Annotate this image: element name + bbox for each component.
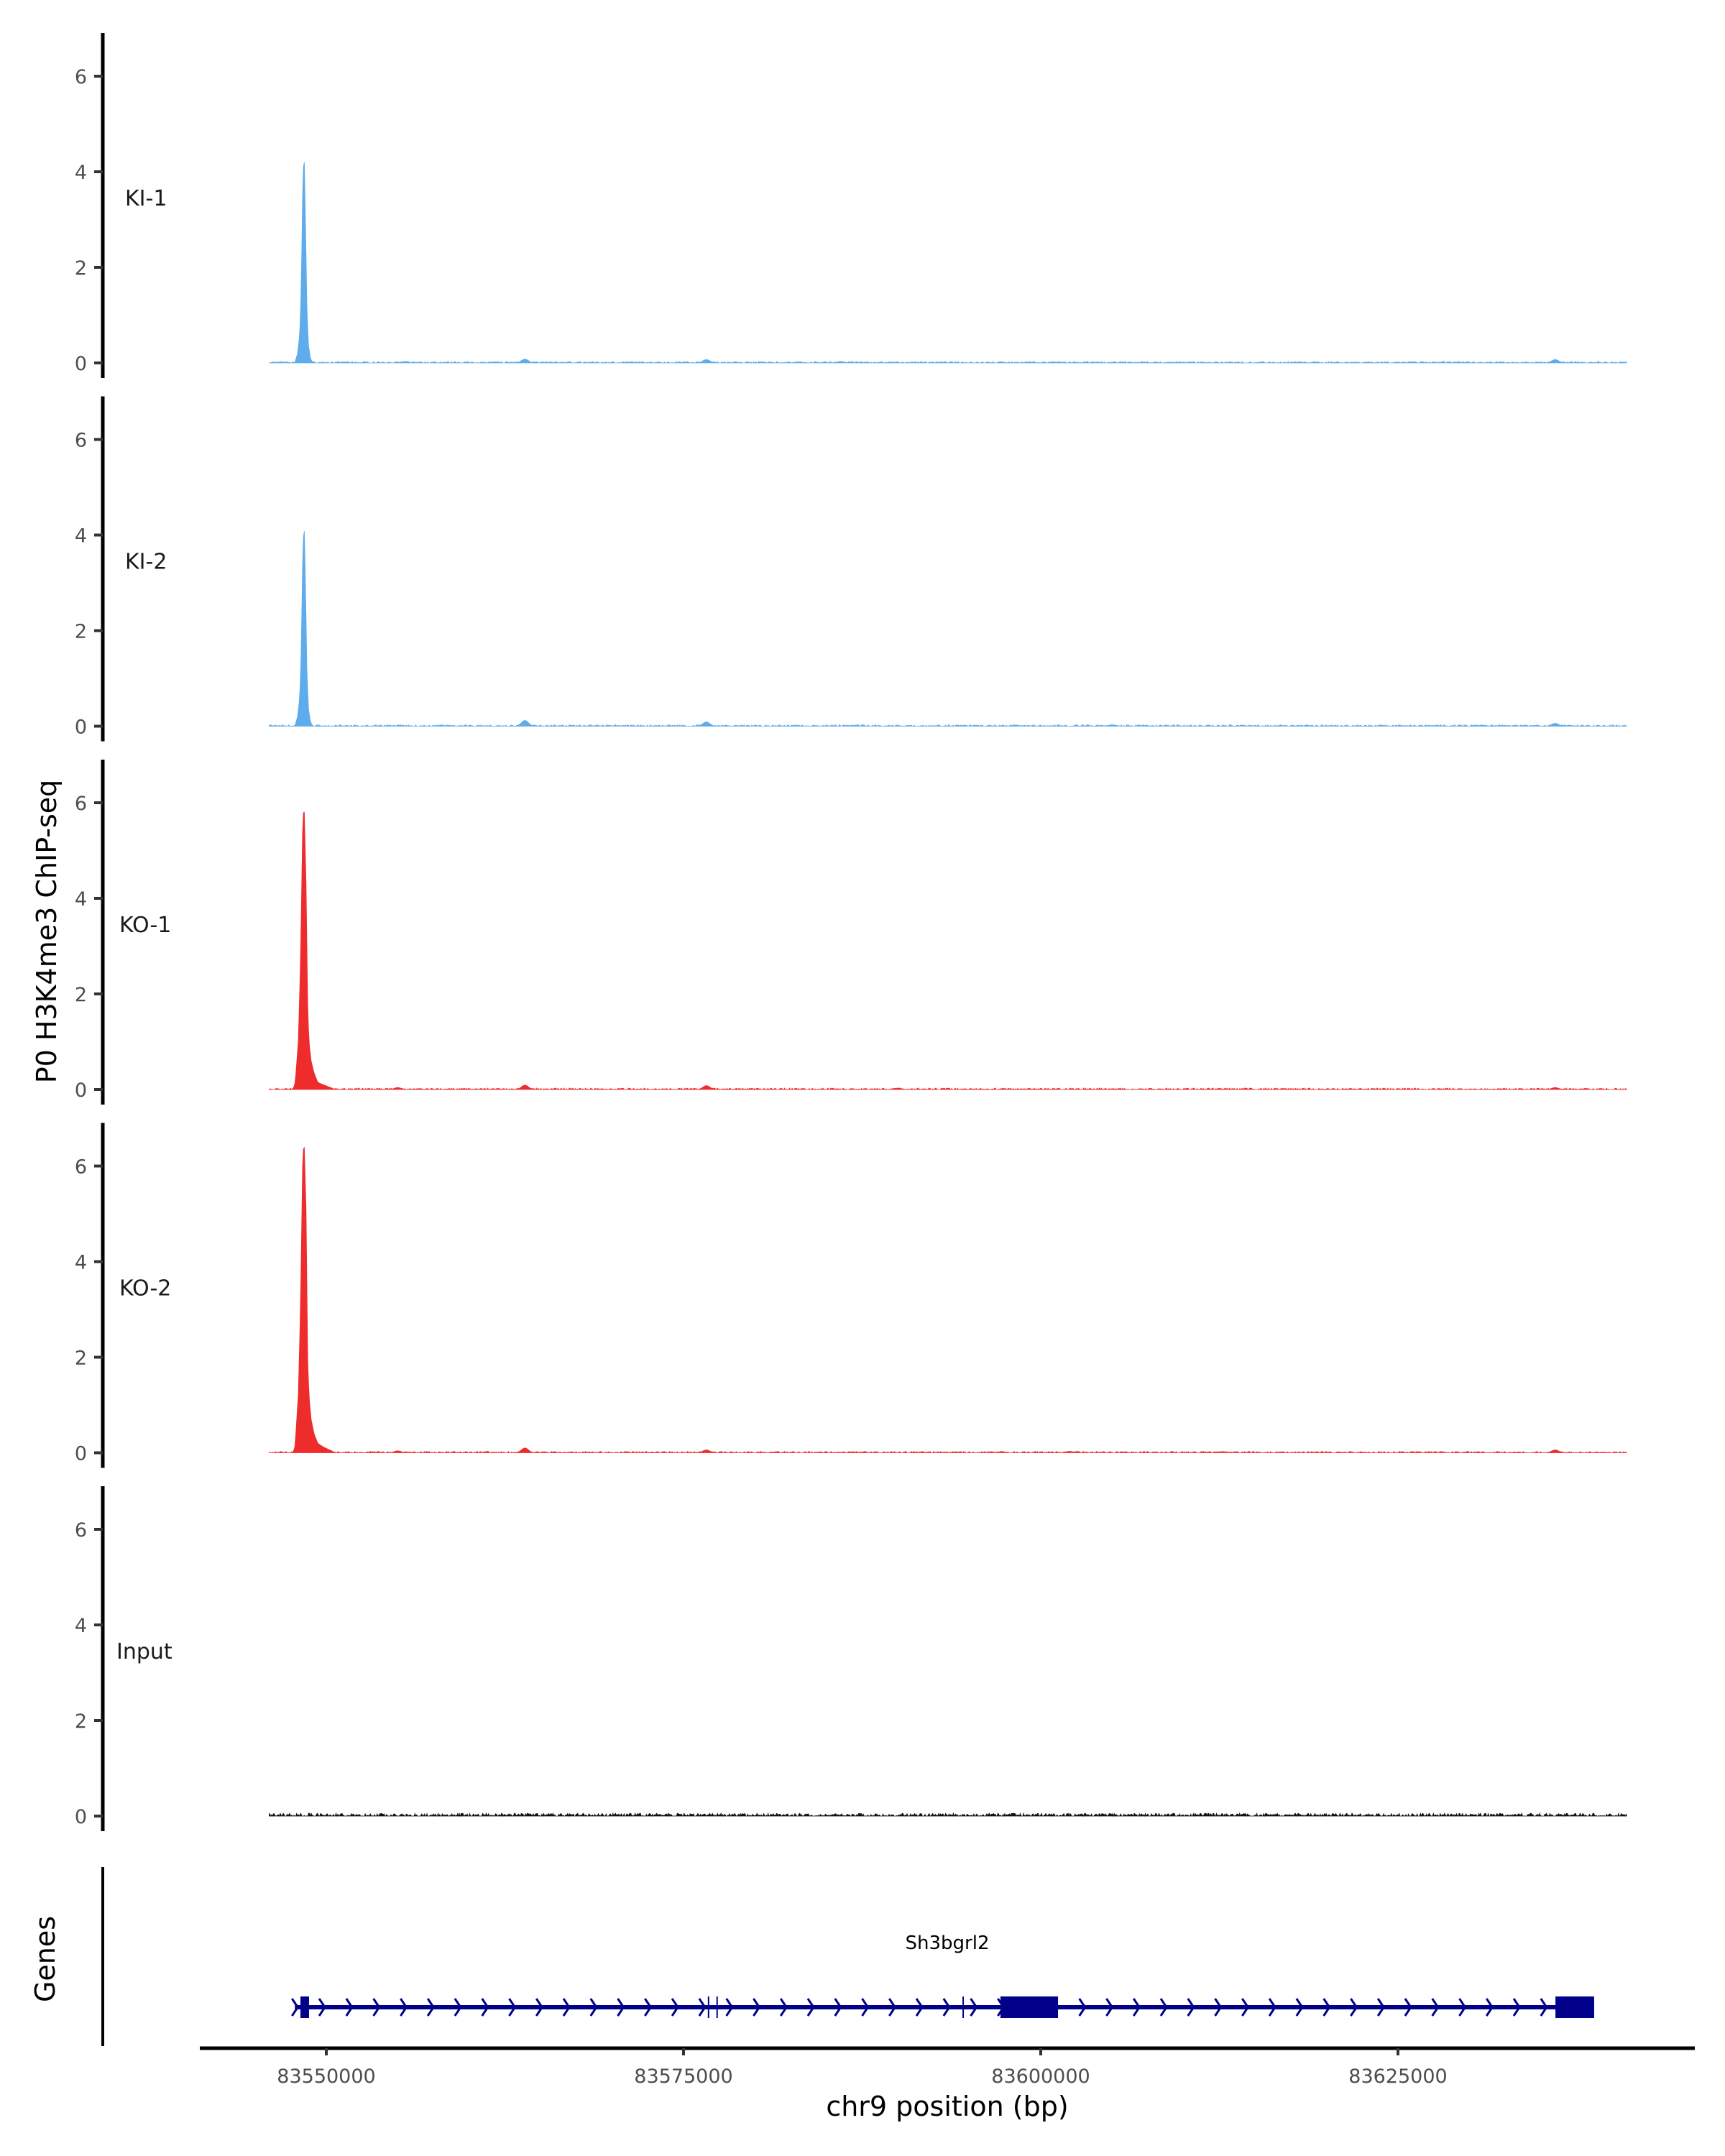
strand-arrow-icon: [1322, 1998, 1331, 2017]
y-tick-label: 2: [75, 1710, 87, 1733]
track-panel-ki-1: 0 2 4 6 KI-1: [75, 33, 1627, 378]
signal-area-ko-1: [269, 811, 1627, 1090]
strand-arrow-icon: [481, 1998, 489, 2017]
y-tick-label: 4: [75, 1252, 87, 1274]
strand-arrow-icon: [1350, 1998, 1358, 2017]
y-tick-label: 6: [75, 1156, 87, 1179]
y-tick-label: 6: [75, 430, 87, 452]
strand-arrow-icon: [806, 1998, 815, 2017]
strand-arrow-icon: [1295, 1998, 1304, 2017]
strand-arrow-icon: [1241, 1998, 1250, 2017]
track-panel-input: 0 2 4 6 Input: [75, 1486, 1627, 1831]
strand-arrow-icon: [589, 1998, 598, 2017]
track-label: KO-1: [119, 913, 171, 938]
track-label: KI-1: [125, 186, 167, 211]
track-panel-ki-2: 0 2 4 6 KI-2: [75, 396, 1627, 742]
y-tick-label: 0: [75, 1079, 87, 1102]
strand-arrow-icon: [318, 1998, 326, 2017]
y-tick-label: 4: [75, 525, 87, 548]
strand-arrow-icon: [671, 1998, 679, 2017]
signal-area-ko-2: [269, 1146, 1627, 1454]
strand-arrow-icon: [1540, 1998, 1548, 2017]
x-tick-label: 83575000: [634, 2065, 732, 2088]
strand-arrow-icon: [1404, 1998, 1412, 2017]
strand-arrow-icon: [400, 1998, 408, 2017]
gene-exon: [300, 1996, 309, 2018]
strand-arrow-icon: [454, 1998, 462, 2017]
strand-arrow-icon: [1159, 1998, 1168, 2017]
x-tick-label: 83550000: [277, 2065, 375, 2088]
y-tick-label: 4: [75, 1615, 87, 1637]
strand-arrow-icon: [1458, 1998, 1467, 2017]
y-tick-label: 6: [75, 1519, 87, 1542]
track-panel-ko-2: 0 2 4 6 KO-2: [75, 1123, 1627, 1468]
signal-area-ki-1: [269, 162, 1627, 364]
y-tick-label: 6: [75, 793, 87, 815]
y-tick-label: 2: [75, 621, 87, 643]
strand-arrow-icon: [725, 1998, 734, 2017]
strand-arrow-icon: [1376, 1998, 1385, 2017]
y-axis-title: P0 H3K4me3 ChIP-seq: [31, 780, 63, 1084]
strand-arrow-icon: [644, 1998, 653, 2017]
track-label: KO-2: [119, 1276, 171, 1302]
gene-exon: [962, 1996, 965, 2018]
strand-arrow-icon: [779, 1998, 788, 2017]
strand-arrow-icon: [834, 1998, 842, 2017]
strand-arrow-icon: [888, 1998, 897, 2017]
x-axis-title: chr9 position (bp): [826, 2091, 1068, 2122]
signal-area-input: [269, 1812, 1627, 1818]
strand-arrow-icon: [291, 1998, 300, 2017]
gene-exon: [1555, 1996, 1594, 2018]
track-panel-ko-1: 0 2 4 6 KO-1: [75, 760, 1627, 1105]
track-label: Input: [116, 1639, 172, 1664]
strand-arrow-icon: [915, 1998, 924, 2017]
gene-exon: [707, 1996, 709, 2018]
y-tick-label: 0: [75, 717, 87, 739]
track-label: KI-2: [125, 550, 167, 575]
gene-exon: [1000, 1996, 1059, 2018]
strand-arrow-icon: [508, 1998, 517, 2017]
y-tick-label: 0: [75, 1806, 87, 1828]
strand-arrow-icon: [942, 1998, 951, 2017]
strand-arrow-icon: [345, 1998, 354, 2017]
strand-arrow-icon: [535, 1998, 544, 2017]
strand-arrow-icon: [1512, 1998, 1521, 2017]
gene-model: [291, 1996, 1594, 2018]
y-tick-label: 0: [75, 1443, 87, 1465]
strand-arrow-icon: [1105, 1998, 1114, 2017]
strand-arrow-icon: [698, 1998, 707, 2017]
signal-area-ki-2: [269, 531, 1627, 727]
strand-arrow-icon: [1268, 1998, 1276, 2017]
strand-arrow-icon: [753, 1998, 761, 2017]
strand-arrow-icon: [1078, 1998, 1087, 2017]
x-tick-label: 83600000: [991, 2065, 1090, 2088]
strand-arrow-icon: [1485, 1998, 1494, 2017]
y-tick-label: 4: [75, 888, 87, 911]
strand-arrow-icon: [1214, 1998, 1223, 2017]
y-tick-label: 2: [75, 984, 87, 1006]
strand-arrow-icon: [617, 1998, 625, 2017]
strand-arrow-icon: [372, 1998, 381, 2017]
x-tick-label: 83625000: [1348, 2065, 1447, 2088]
strand-arrow-icon: [1431, 1998, 1440, 2017]
strand-arrow-icon: [970, 1998, 978, 2017]
gene-intron-line: [295, 2005, 1594, 2009]
strand-arrow-icon: [861, 1998, 870, 2017]
y-tick-label: 6: [75, 66, 87, 88]
strand-arrow-icon: [426, 1998, 435, 2017]
genes-axis-title: Genes: [29, 1916, 61, 2002]
y-tick-label: 2: [75, 1348, 87, 1370]
strand-arrow-icon: [1187, 1998, 1195, 2017]
strand-arrow-icon: [562, 1998, 571, 2017]
y-tick-label: 0: [75, 353, 87, 375]
y-tick-label: 4: [75, 162, 87, 184]
gene-exon: [716, 1996, 718, 2018]
gene-label: Sh3bgrl2: [906, 1932, 990, 1954]
y-tick-label: 2: [75, 257, 87, 280]
strand-arrow-icon: [1132, 1998, 1141, 2017]
